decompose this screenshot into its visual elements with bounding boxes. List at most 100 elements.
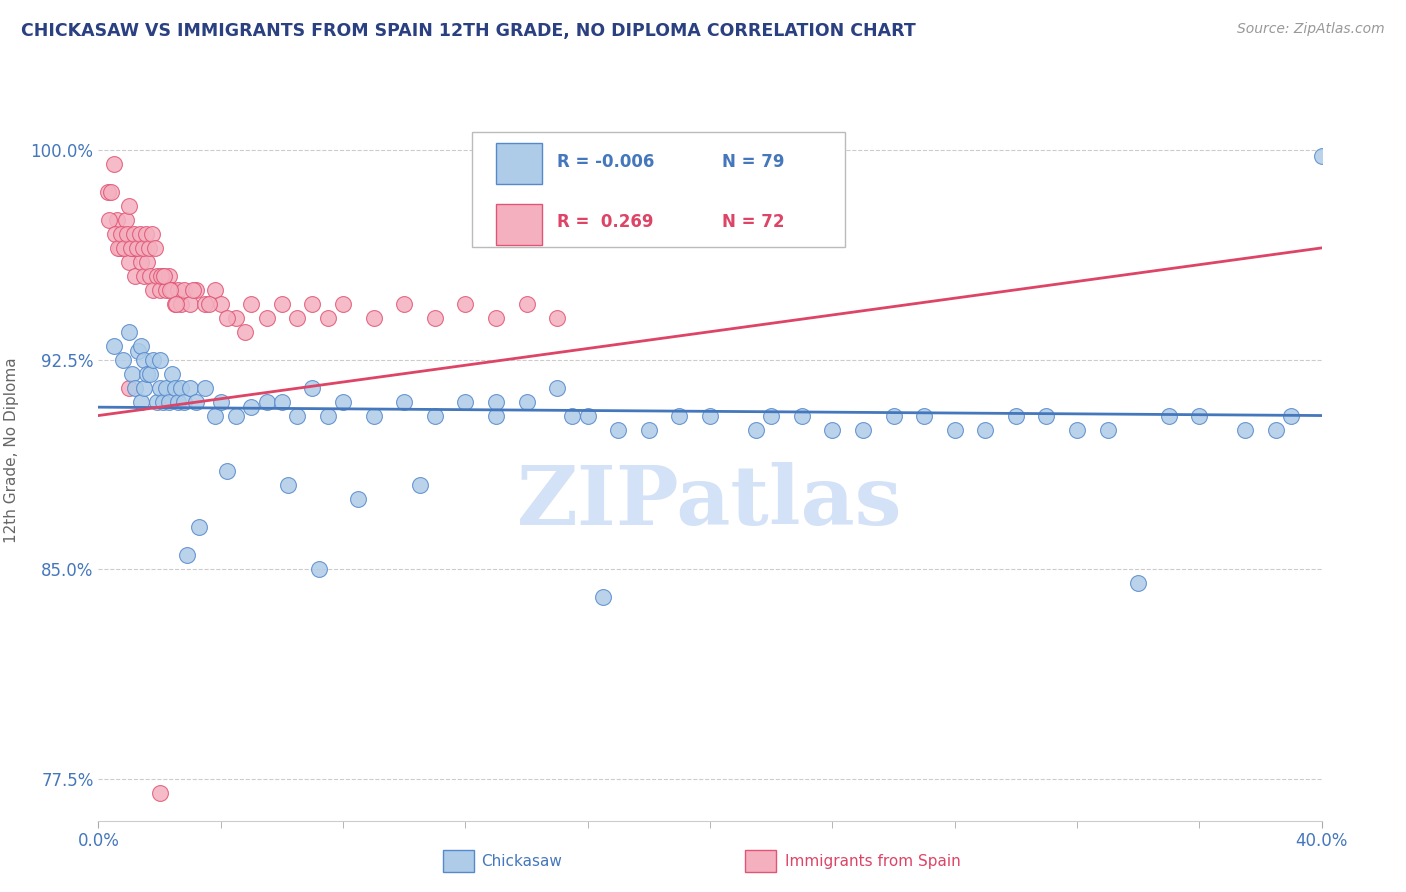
Point xyxy=(100,185,122,199)
Point xyxy=(277,478,299,492)
Point xyxy=(215,310,238,325)
Point xyxy=(121,241,143,255)
Point xyxy=(163,381,186,395)
Point xyxy=(118,255,141,269)
Bar xyxy=(496,204,543,244)
Point xyxy=(170,297,193,311)
Point xyxy=(149,352,172,367)
Point xyxy=(165,297,187,311)
Point xyxy=(912,409,935,423)
Point xyxy=(974,423,997,437)
Point xyxy=(152,268,174,283)
Point xyxy=(136,255,159,269)
Point xyxy=(105,213,128,227)
Text: R = -0.006: R = -0.006 xyxy=(557,153,655,170)
Point xyxy=(149,381,172,395)
Point xyxy=(1157,409,1180,423)
Text: Chickasaw: Chickasaw xyxy=(481,855,562,869)
Point xyxy=(240,400,263,414)
Point xyxy=(1234,423,1257,437)
Point xyxy=(167,394,190,409)
Text: CHICKASAW VS IMMIGRANTS FROM SPAIN 12TH GRADE, NO DIPLOMA CORRELATION CHART: CHICKASAW VS IMMIGRANTS FROM SPAIN 12TH … xyxy=(21,22,915,40)
Point xyxy=(125,241,148,255)
Point xyxy=(139,367,162,381)
Point xyxy=(127,241,149,255)
Point xyxy=(176,548,198,562)
Point xyxy=(1097,423,1119,437)
Point xyxy=(112,241,135,255)
Point xyxy=(181,283,204,297)
Point xyxy=(186,283,208,297)
Point xyxy=(135,227,157,241)
Point xyxy=(104,227,127,241)
Point xyxy=(142,283,165,297)
Point xyxy=(745,423,768,437)
Point xyxy=(129,394,152,409)
Point xyxy=(142,352,165,367)
Point xyxy=(163,297,186,311)
Point xyxy=(454,297,477,311)
Point xyxy=(155,381,177,395)
Point xyxy=(149,283,172,297)
Y-axis label: 12th Grade, No Diploma: 12th Grade, No Diploma xyxy=(4,358,20,543)
Point xyxy=(240,297,263,311)
Point xyxy=(454,394,477,409)
Point xyxy=(270,394,294,409)
Point xyxy=(139,268,162,283)
Point xyxy=(1188,409,1211,423)
Point xyxy=(179,297,201,311)
Point xyxy=(1264,423,1286,437)
Point xyxy=(170,381,193,395)
Point xyxy=(215,464,238,478)
Point xyxy=(301,381,323,395)
Point xyxy=(576,409,599,423)
Point xyxy=(1004,409,1026,423)
Point xyxy=(316,310,339,325)
Point xyxy=(1128,576,1150,591)
Point xyxy=(516,297,538,311)
Point xyxy=(485,394,508,409)
Point xyxy=(141,227,163,241)
Point xyxy=(699,409,721,423)
Point xyxy=(1310,149,1333,163)
Point xyxy=(546,310,568,325)
Point xyxy=(134,268,156,283)
Point xyxy=(157,268,180,283)
Point xyxy=(790,409,813,423)
Point xyxy=(111,227,134,241)
Point xyxy=(607,423,630,437)
Point xyxy=(157,394,180,409)
Point xyxy=(132,241,155,255)
Point xyxy=(97,185,120,199)
Point xyxy=(103,157,125,171)
Point xyxy=(423,310,446,325)
Point xyxy=(204,283,226,297)
Point xyxy=(546,381,568,395)
FancyBboxPatch shape xyxy=(471,132,845,247)
Point xyxy=(159,283,181,297)
Point xyxy=(160,283,183,297)
Point xyxy=(121,367,143,381)
Point xyxy=(134,352,156,367)
Point xyxy=(110,227,132,241)
Point xyxy=(186,394,208,409)
Point xyxy=(233,325,256,339)
Point xyxy=(1066,423,1088,437)
Point xyxy=(118,199,141,213)
Text: ZIPatlas: ZIPatlas xyxy=(517,462,903,542)
Point xyxy=(173,283,195,297)
Point xyxy=(179,381,201,395)
Point xyxy=(225,409,247,423)
Point xyxy=(204,409,226,423)
Point xyxy=(118,325,141,339)
Point xyxy=(301,297,323,311)
Point xyxy=(392,297,416,311)
Point xyxy=(149,786,172,800)
Point xyxy=(256,394,278,409)
Point xyxy=(127,344,149,359)
Point xyxy=(107,241,129,255)
Point xyxy=(124,381,146,395)
Point xyxy=(155,283,177,297)
Point xyxy=(108,241,131,255)
Point xyxy=(145,268,167,283)
